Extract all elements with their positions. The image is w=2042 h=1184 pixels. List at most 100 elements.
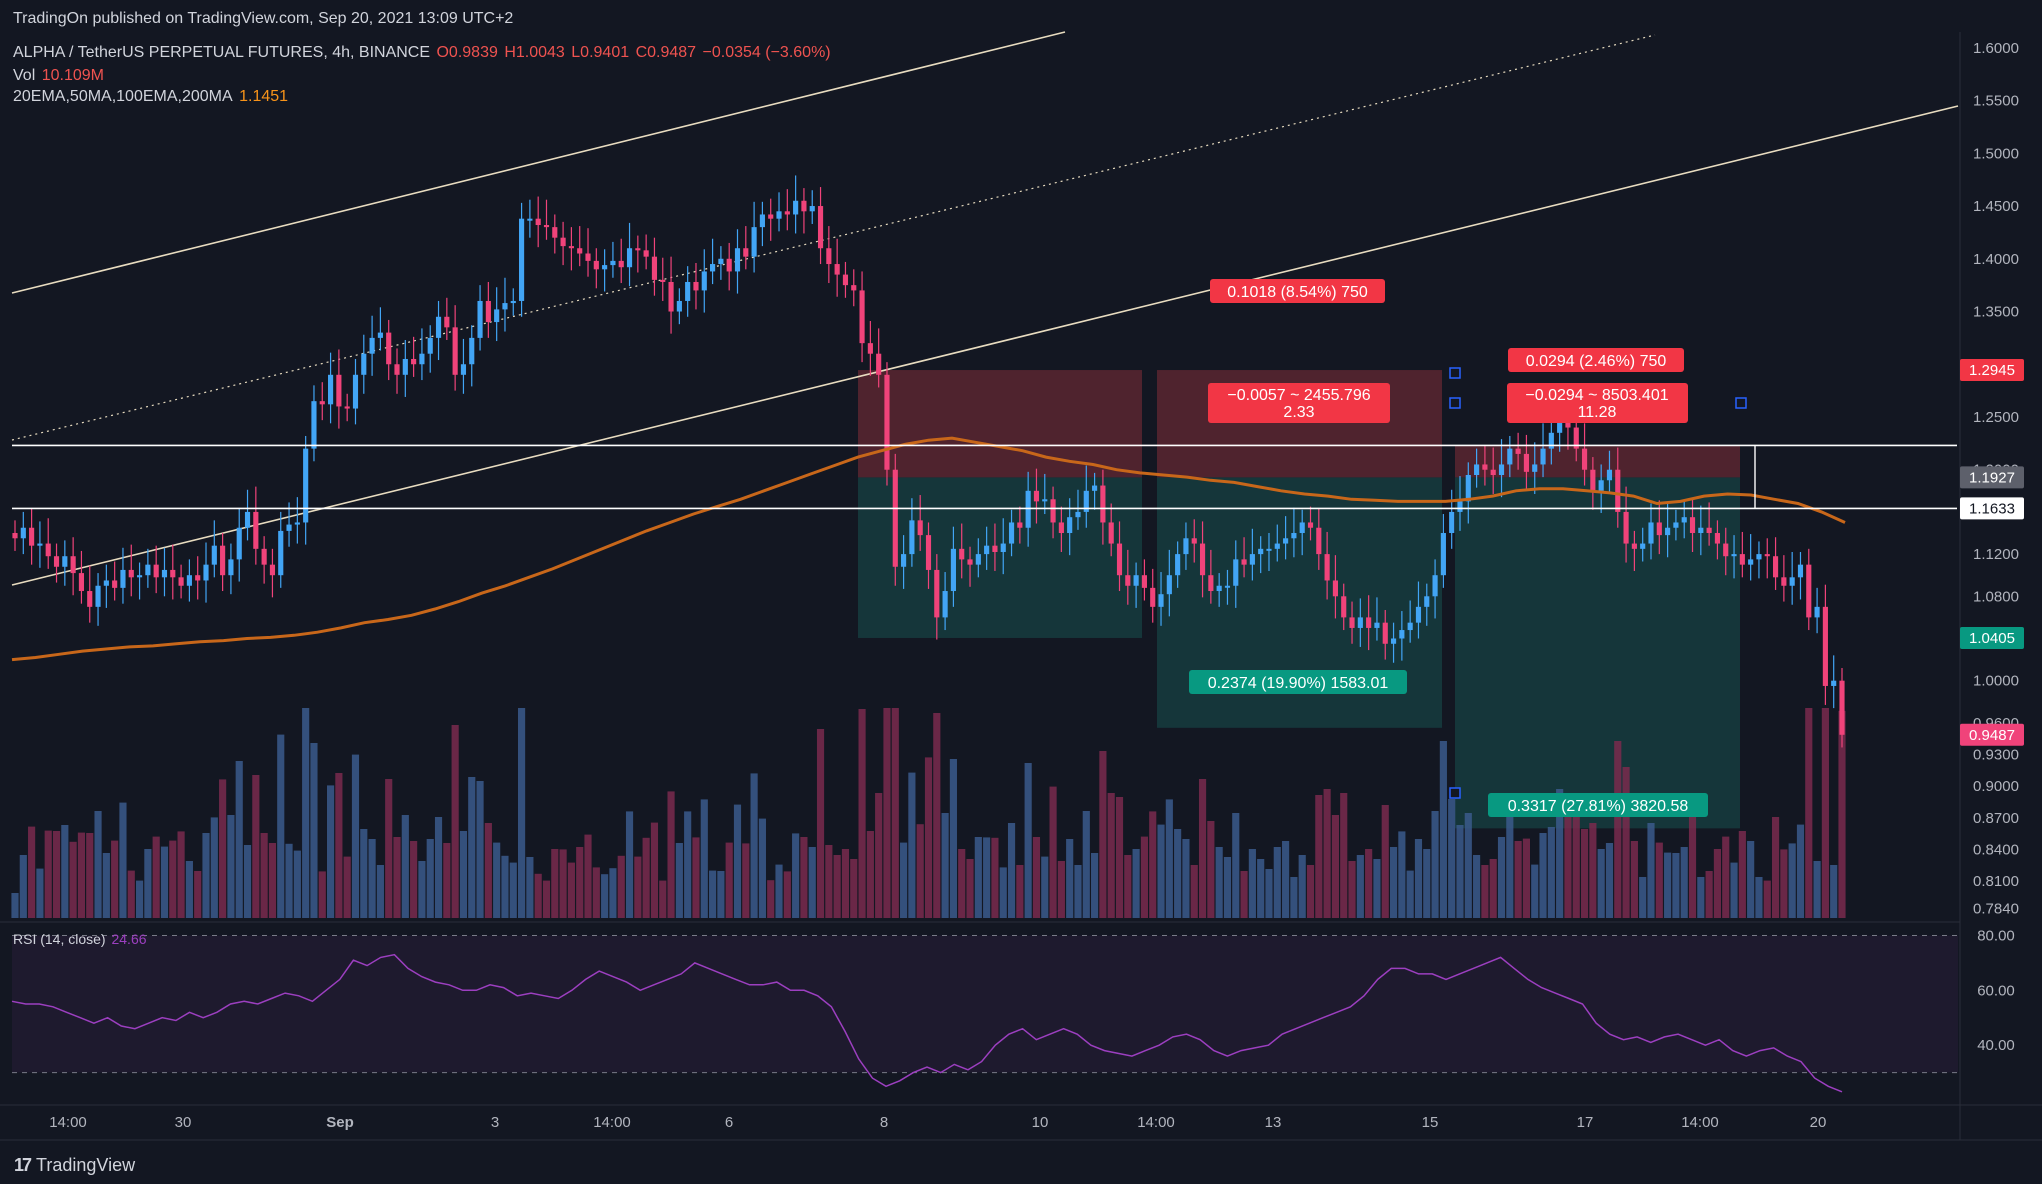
rsi-legend[interactable]: RSI (14, close) 24.66	[13, 931, 149, 947]
candle-body	[427, 337, 433, 354]
volume-bar	[1132, 849, 1140, 918]
volume-bar	[360, 829, 368, 918]
candle-body	[278, 530, 284, 576]
candle-body	[303, 448, 309, 523]
price-tick-label: 0.7840	[1973, 901, 2019, 918]
candle-body	[643, 250, 649, 257]
candle-body	[1199, 543, 1206, 576]
volume-bar	[941, 813, 949, 918]
volume-bar	[675, 843, 683, 918]
volume-bar	[368, 839, 376, 918]
volume-legend[interactable]: Vol 10.109M	[13, 67, 106, 85]
candle-body	[1648, 522, 1654, 544]
candle-body	[901, 554, 907, 567]
volume-bar	[659, 880, 667, 918]
candle-body	[626, 248, 633, 268]
drag-handle	[1735, 397, 1747, 409]
candle-body	[327, 374, 334, 405]
candle-body	[1166, 575, 1172, 595]
volume-bar	[219, 779, 227, 918]
candle-body	[419, 353, 425, 365]
volume-bar	[1539, 833, 1547, 918]
volume-bar	[551, 849, 559, 918]
candle-body	[1366, 617, 1372, 628]
volume-bar	[28, 826, 36, 918]
volume-bar	[202, 833, 210, 918]
time-tick-label: 8	[880, 1114, 888, 1131]
candle-body	[12, 533, 18, 539]
volume-bar	[210, 817, 218, 918]
candle-body	[1814, 606, 1820, 618]
stop-loss-zone	[1455, 445, 1740, 478]
volume-bar	[285, 843, 293, 918]
candle-body	[1606, 469, 1613, 481]
candle-body	[975, 554, 981, 565]
trade3-risk-label: 0.0294 (2.46%) 750	[1526, 353, 1667, 370]
candle-body	[1158, 594, 1164, 607]
candle-body	[1731, 554, 1737, 557]
candle-body	[876, 353, 882, 375]
candle-body	[45, 543, 51, 557]
trade3-risk-label-bg	[1508, 348, 1684, 372]
volume-bar	[493, 842, 501, 918]
candle-body	[1440, 533, 1446, 576]
drag-handle	[1449, 397, 1461, 409]
candle-body	[1116, 543, 1123, 576]
volume-bar	[1738, 831, 1746, 918]
volume-bar	[293, 850, 301, 918]
candle-body	[1598, 480, 1604, 491]
volume-bar	[1630, 841, 1638, 918]
ema-legend[interactable]: 20EMA,50MA,100EMA,200MA 1.1451	[13, 88, 290, 106]
candle-body	[1789, 577, 1795, 586]
time-tick-label: 30	[175, 1114, 192, 1131]
candle-body	[701, 271, 707, 291]
volume-bar	[1306, 865, 1315, 918]
volume-bar	[318, 871, 326, 918]
volume-bar	[1439, 741, 1447, 918]
volume-bar	[277, 734, 285, 918]
volume-bar	[160, 846, 169, 918]
time-tick-label: 20	[1810, 1114, 1827, 1131]
rsi-label: RSI (14, close)	[13, 931, 106, 947]
candle-body	[203, 564, 209, 581]
volume-bar	[501, 855, 509, 918]
volume-bar	[858, 709, 866, 918]
candle-body	[29, 527, 35, 546]
candle-body	[734, 248, 741, 272]
volume-bar	[1614, 741, 1622, 918]
volume-bar	[883, 708, 891, 918]
volume-bar	[1074, 865, 1082, 918]
candle-body	[228, 559, 234, 576]
symbol-title[interactable]: ALPHA / TetherUS PERPETUAL FUTURES, 4h, …	[13, 44, 431, 61]
candle-body	[568, 246, 574, 249]
horizontal-levels	[12, 444, 1957, 510]
candle-body	[62, 556, 68, 567]
volume-bar	[1282, 841, 1290, 918]
candle-body	[1739, 554, 1745, 565]
volume-bar	[534, 873, 542, 918]
candle-body	[618, 260, 624, 268]
volume-bar	[393, 837, 401, 918]
candle-body	[1233, 559, 1239, 586]
candle-body	[909, 520, 915, 555]
channel-upper-line	[11, 31, 1066, 294]
volume-bar	[127, 870, 135, 918]
candle-body	[87, 591, 93, 607]
candle-body	[1432, 575, 1438, 597]
price-axis-label: 1.1633	[1969, 500, 2015, 517]
volume-bar	[169, 840, 177, 918]
volume-bar	[1323, 789, 1331, 918]
candle-body	[1839, 680, 1845, 735]
volume-bar	[1182, 839, 1190, 918]
candle-body	[1756, 554, 1762, 560]
candle-body	[253, 511, 259, 549]
brand-footer[interactable]: 17 TradingView	[14, 1155, 135, 1176]
volume-bar	[410, 841, 418, 918]
candle-body	[1772, 556, 1779, 578]
candle-body	[1307, 522, 1314, 528]
annotations: 0.1018 (8.54%) 750 −0.0057 ~ 2455.7962.33…	[1189, 279, 1747, 817]
candle-body	[759, 214, 765, 228]
volume-bar	[1481, 865, 1489, 918]
time-tick-label: 14:00	[49, 1114, 87, 1131]
